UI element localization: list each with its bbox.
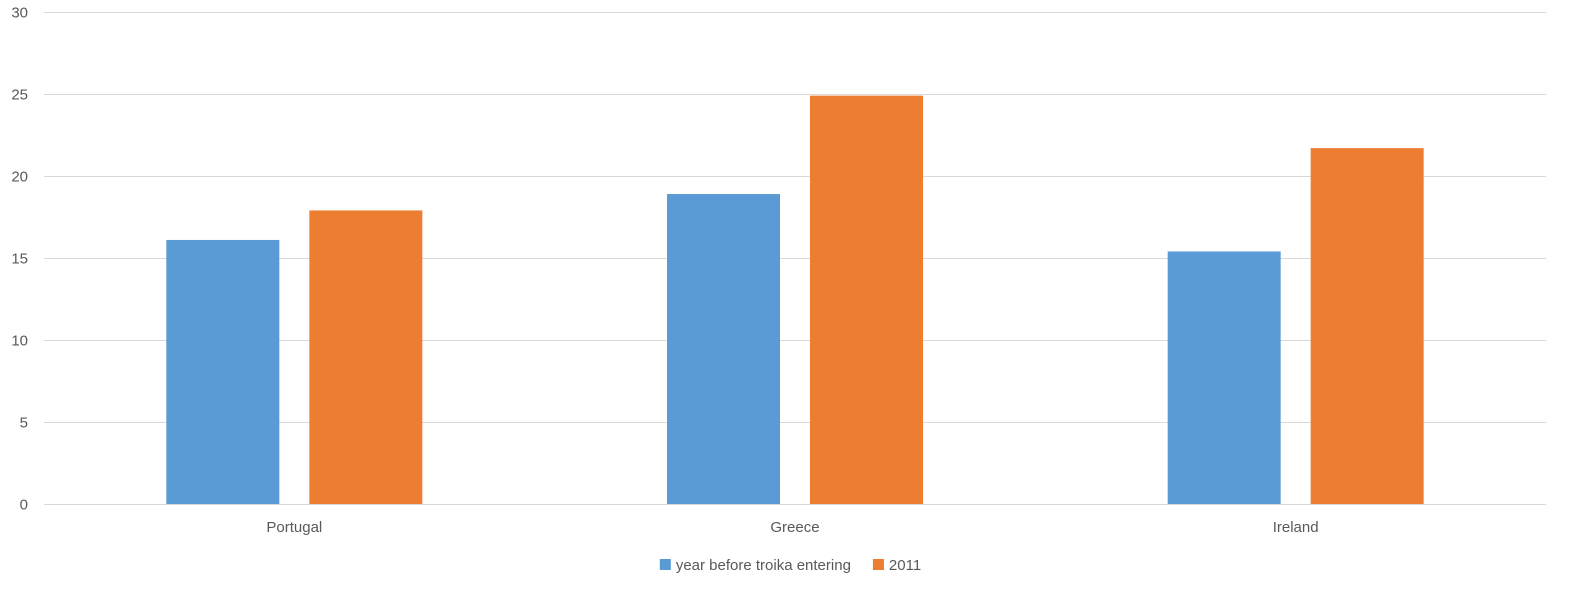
legend: year before troika entering 2011 [659,557,921,574]
x-tick-label: Greece [770,519,819,536]
x-tick-label: Portugal [266,519,322,536]
y-tick-label: 25 [11,87,28,104]
y-tick-label: 5 [20,415,28,432]
y-tick-label: 15 [11,251,28,268]
bar-portugal-series-2 [309,210,423,504]
legend-swatch-series-1 [659,559,671,570]
legend-label-series-2: 2011 [889,557,921,574]
bar-ireland-series-2 [1310,148,1424,504]
y-tick-label: 0 [20,497,28,514]
x-axis-tick-labels: Portugal Greece Ireland [266,519,1318,536]
y-tick-label: 30 [11,5,28,22]
x-tick-label: Ireland [1273,519,1319,536]
bar-greece-series-2 [810,95,923,504]
bar-ireland-series-1 [1167,251,1281,504]
bars [166,95,1424,505]
y-tick-label: 20 [11,169,28,186]
y-axis-tick-labels: 0 5 10 15 20 25 30 [11,5,28,514]
gridlines [44,12,1546,505]
legend-label-series-1: year before troika entering [676,557,851,574]
y-tick-label: 10 [11,333,28,350]
legend-swatch-series-2 [872,559,884,570]
bar-greece-series-1 [667,194,780,505]
bar-portugal-series-1 [166,239,280,504]
